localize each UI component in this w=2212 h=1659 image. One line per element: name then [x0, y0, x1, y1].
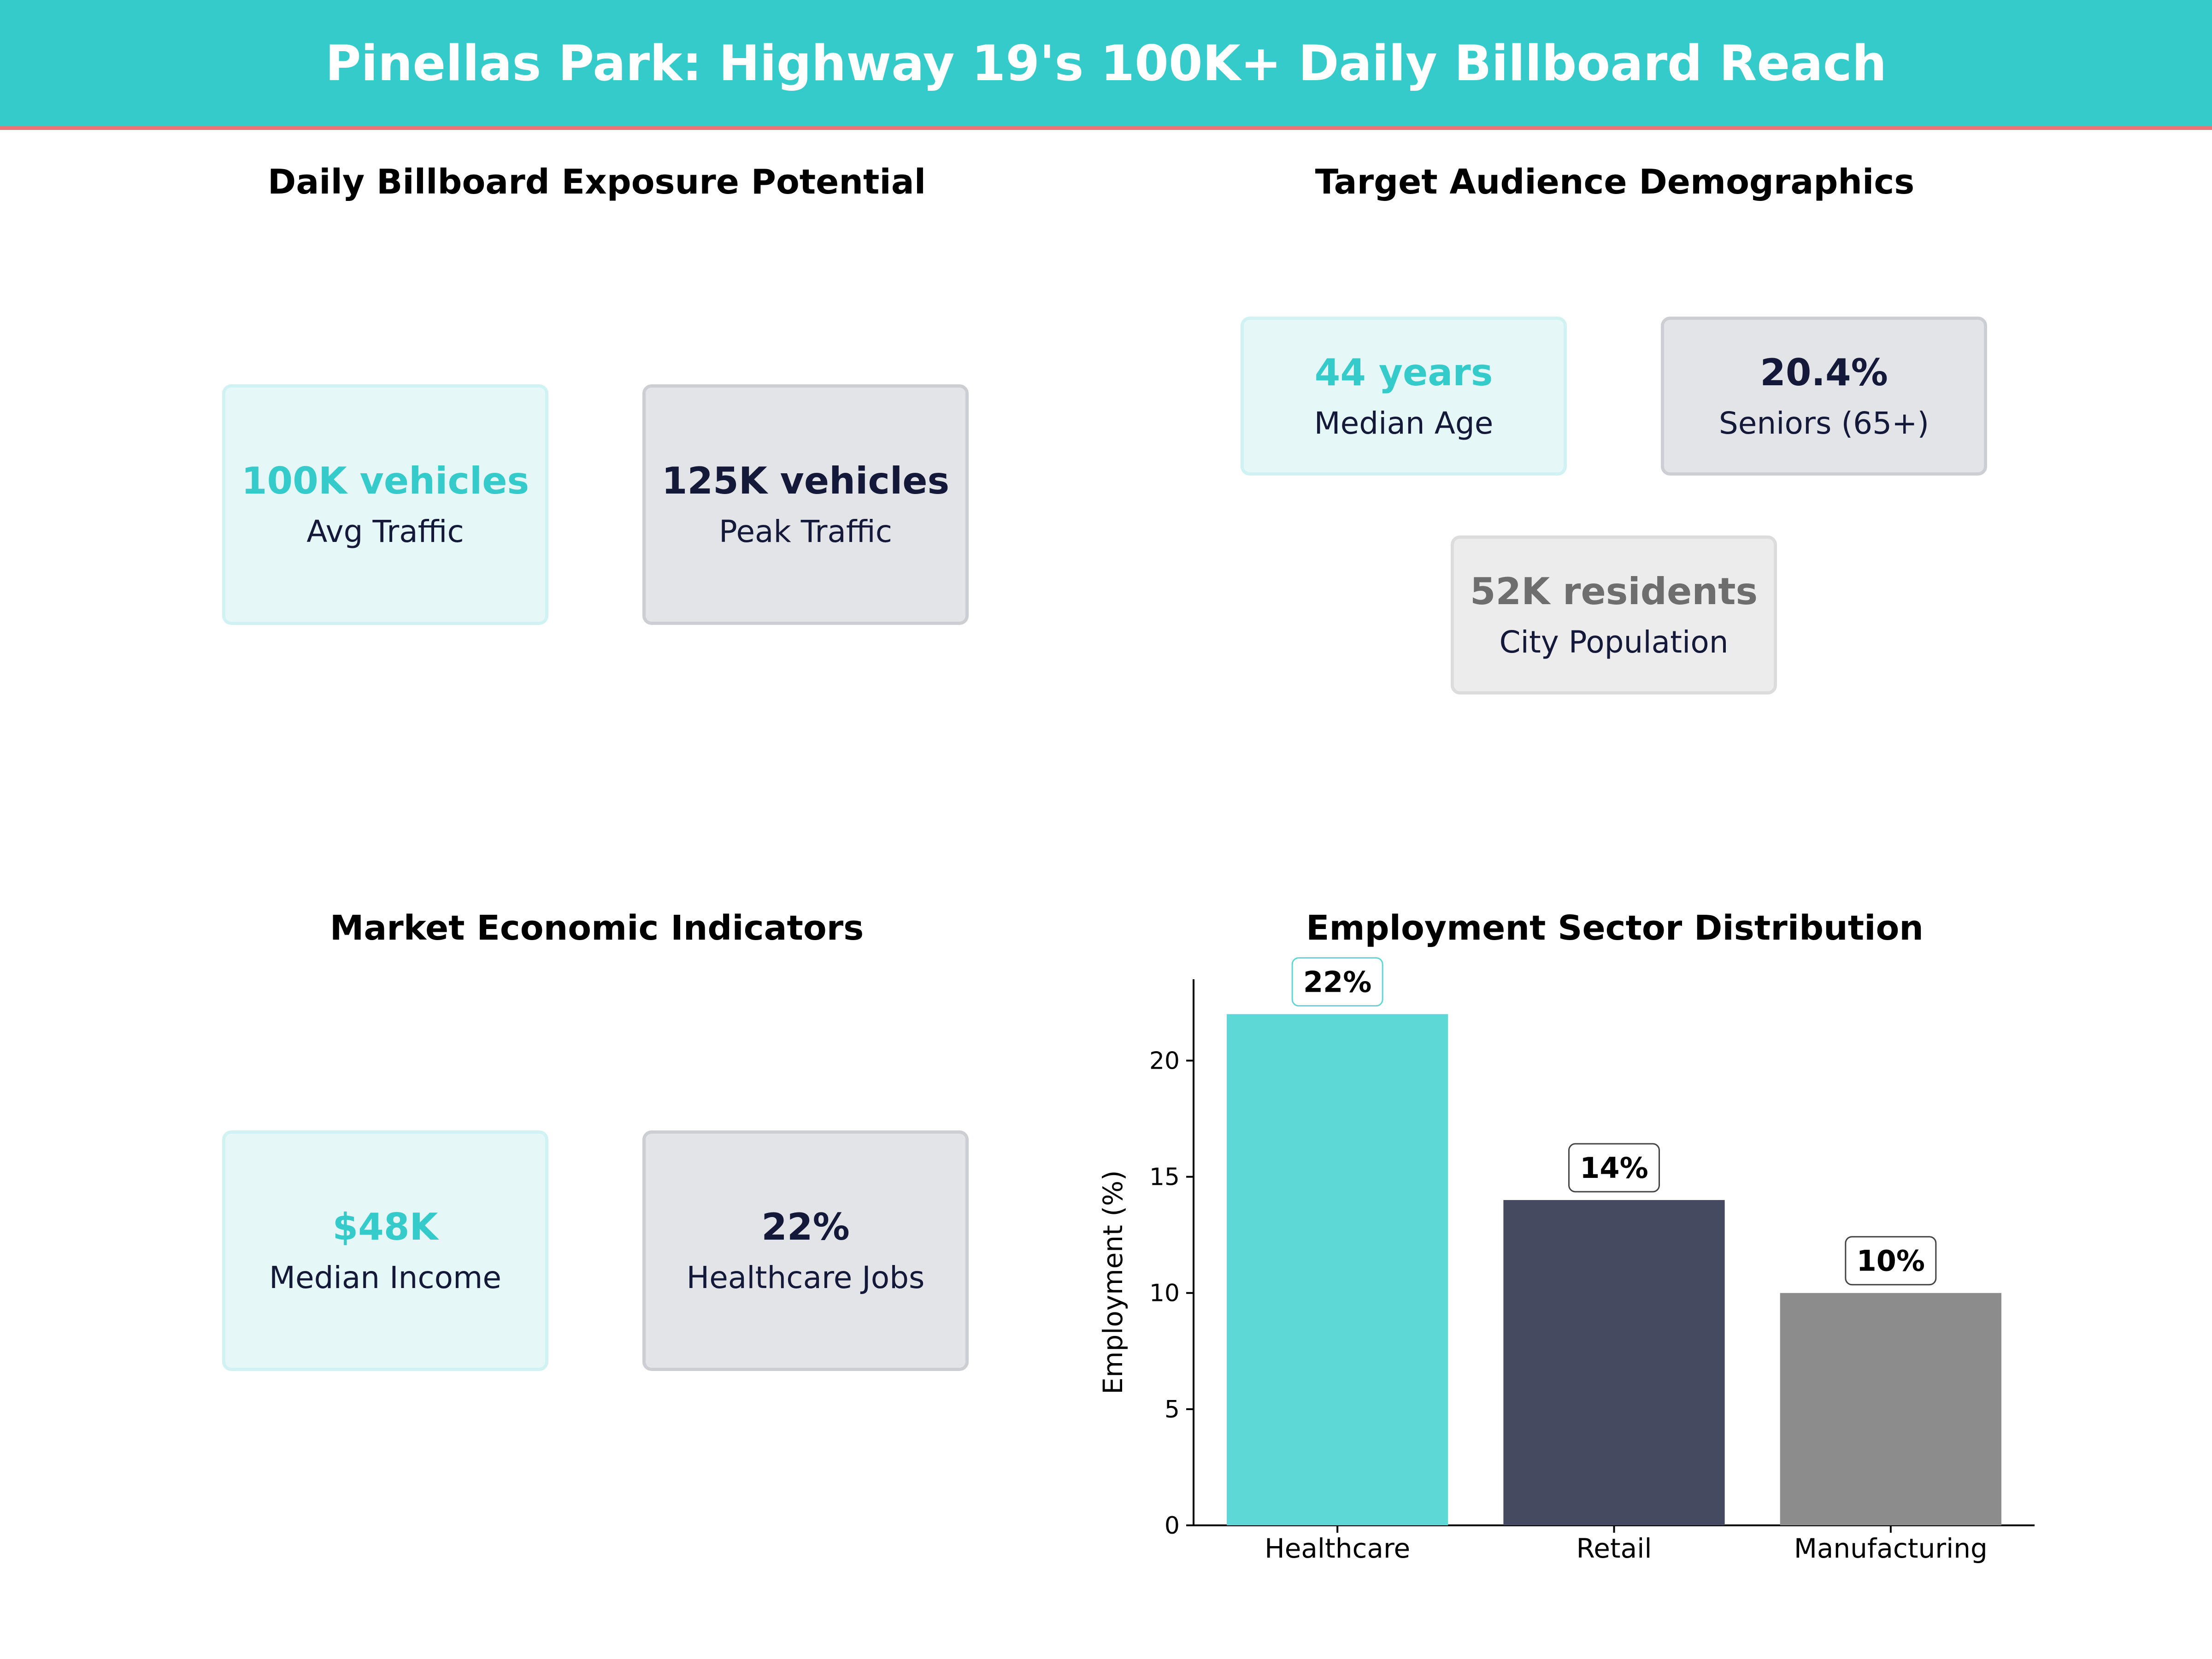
- data-label: 22%: [1303, 965, 1371, 999]
- data-label-box: [1845, 1236, 1937, 1286]
- seniors-card: 20.4% Seniors (65+): [1661, 317, 1987, 476]
- avg-traffic-value: 100K vehicles: [241, 459, 529, 503]
- population-label: City Population: [1499, 624, 1729, 660]
- header-banner: Pinellas Park: Highway 19's 100K+ Daily …: [0, 0, 2212, 130]
- peak-traffic-label: Peak Traffic: [719, 514, 892, 550]
- healthcare-jobs-card: 22% Healthcare Jobs: [642, 1130, 969, 1371]
- population-card: 52K residents City Population: [1451, 535, 1777, 694]
- y-tick-label: 5: [1165, 1396, 1180, 1424]
- exposure-panel-title: Daily Billboard Exposure Potential: [267, 162, 926, 202]
- median-age-card: 44 years Median Age: [1241, 317, 1567, 476]
- y-tick-label: 15: [1149, 1164, 1180, 1191]
- y-tick-label: 20: [1149, 1047, 1180, 1075]
- page-title: Pinellas Park: Highway 19's 100K+ Daily …: [325, 35, 1887, 92]
- seniors-label: Seniors (65+): [1718, 405, 1930, 441]
- x-tick-label: Retail: [1577, 1533, 1652, 1564]
- median-income-card: $48K Median Income: [222, 1130, 548, 1371]
- population-value: 52K residents: [1470, 570, 1758, 613]
- y-tick-label: 10: [1149, 1280, 1180, 1307]
- median-age-label: Median Age: [1314, 405, 1494, 441]
- avg-traffic-label: Avg Traffic: [306, 514, 464, 550]
- data-label-box: [1568, 1143, 1660, 1193]
- median-income-label: Median Income: [269, 1260, 501, 1296]
- bar-manufacturing: [1780, 1293, 2001, 1525]
- healthcare-jobs-value: 22%: [761, 1206, 850, 1249]
- bar-healthcare: [1227, 1014, 1448, 1525]
- data-label-box: [1291, 957, 1383, 1007]
- bar-retail: [1503, 1200, 1725, 1525]
- economic-panel-title: Market Economic Indicators: [329, 908, 864, 948]
- demographics-panel-title: Target Audience Demographics: [1315, 162, 1915, 202]
- median-income-value: $48K: [332, 1206, 438, 1249]
- peak-traffic-card: 125K vehicles Peak Traffic: [642, 384, 969, 625]
- y-tick-label: 0: [1165, 1512, 1180, 1540]
- x-tick-label: Manufacturing: [1794, 1533, 1988, 1564]
- peak-traffic-value: 125K vehicles: [661, 459, 950, 503]
- seniors-value: 20.4%: [1760, 351, 1888, 394]
- employment-panel-title: Employment Sector Distribution: [1306, 908, 1924, 948]
- median-age-value: 44 years: [1314, 351, 1493, 394]
- avg-traffic-card: 100K vehicles Avg Traffic: [222, 384, 548, 625]
- healthcare-jobs-label: Healthcare Jobs: [686, 1260, 925, 1296]
- x-tick-label: Healthcare: [1265, 1533, 1410, 1564]
- data-label: 14%: [1580, 1151, 1648, 1185]
- y-axis-label: Employment (%): [1097, 1170, 1129, 1394]
- employment-bar-chart: 0 5 10 15 20 Employment (%) Healthcare 22% Retai…: [1097, 957, 2035, 1564]
- data-label: 10%: [1857, 1244, 1925, 1278]
